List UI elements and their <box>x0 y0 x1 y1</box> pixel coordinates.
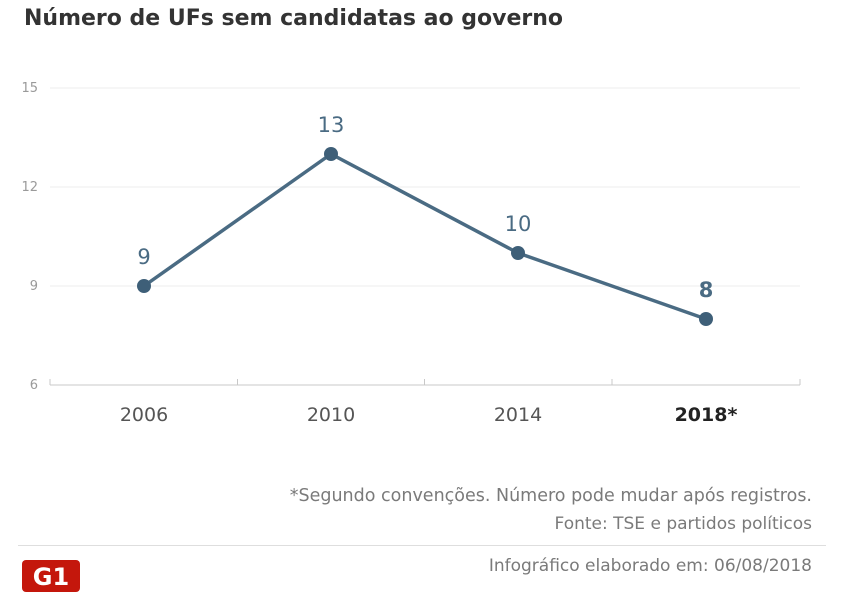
axis-layer: 15 12 9 6 2006 2010 2014 2018* <box>21 81 801 426</box>
series-line <box>142 152 708 321</box>
data-label: 13 <box>318 113 345 137</box>
logo-text: G1 <box>33 563 69 591</box>
footer-divider <box>18 545 826 546</box>
data-point <box>137 279 151 293</box>
x-tick-label: 2018* <box>675 404 738 426</box>
x-tick-label: 2014 <box>494 404 542 426</box>
y-tick-label: 9 <box>30 279 38 294</box>
x-tick-label: 2010 <box>307 404 355 426</box>
data-label: 9 <box>137 245 150 269</box>
g1-logo: G1 <box>22 560 80 592</box>
logo-background <box>22 560 80 592</box>
data-label: 8 <box>699 278 714 302</box>
data-point <box>511 246 525 260</box>
line-chart: 15 12 9 6 2006 2010 2014 2018* 9 13 10 8 <box>21 81 801 426</box>
grid-layer <box>50 87 800 386</box>
date-note: Infográfico elaborado em: 06/08/2018 <box>488 556 812 576</box>
data-label: 10 <box>505 212 532 236</box>
y-tick-label: 6 <box>30 378 38 393</box>
y-tick-label: 12 <box>21 180 38 195</box>
series-layer <box>137 147 713 326</box>
data-point <box>324 147 338 161</box>
x-tick-label: 2006 <box>120 404 168 426</box>
chart-title: Número de UFs sem candidatas ao governo <box>24 6 564 31</box>
source-note: Fonte: TSE e partidos políticos <box>554 514 812 534</box>
y-tick-label: 15 <box>21 81 38 96</box>
footnote: *Segundo convenções. Número pode mudar a… <box>289 486 812 506</box>
data-point <box>699 312 713 326</box>
data-label-layer: 9 13 10 8 <box>137 113 713 302</box>
